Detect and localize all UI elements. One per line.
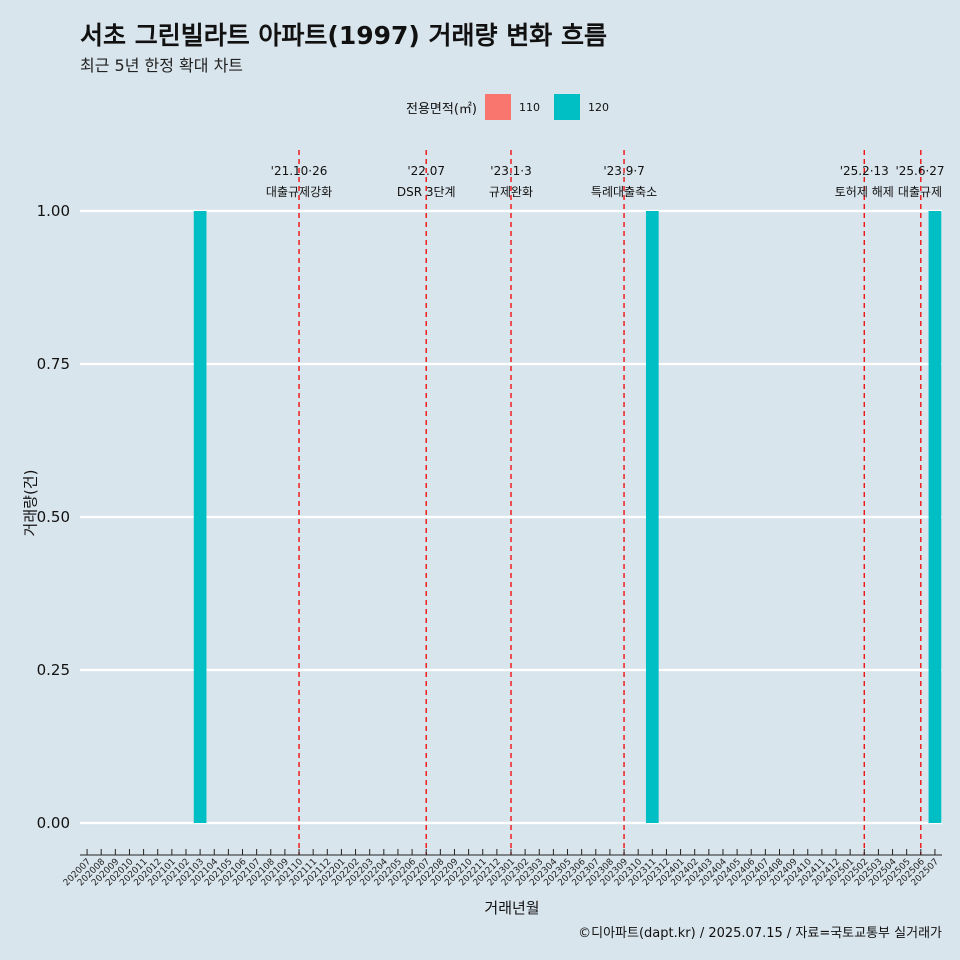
legend: 전용면적(㎡) 110 120 <box>406 93 623 121</box>
annotation-label: 규제완화 <box>489 185 533 199</box>
x-axis: 2020072020082020092020102020112020122021… <box>62 849 942 888</box>
chart-title: 서초 그린빌라트 아파트(1997) 거래량 변화 흐름 <box>80 21 607 50</box>
caption: ©디아파트(dapt.kr) / 2025.07.15 / 자료=국토교통부 실… <box>578 926 942 941</box>
annotation-label: 대출규제강화 <box>266 185 332 199</box>
legend-swatch-110 <box>484 94 511 120</box>
legend-title: 전용면적(㎡) <box>406 101 477 117</box>
annotation-label: 대출규제 <box>898 185 942 199</box>
y-tick-label: 1.00 <box>37 202 70 220</box>
annotation-date: '23.1·3 <box>490 164 531 178</box>
y-tick-label: 0.50 <box>37 508 70 526</box>
y-tick-label: 0.25 <box>37 661 70 679</box>
annotation-date: '25.6·27 <box>895 164 944 178</box>
annotation-lines <box>298 150 922 855</box>
bar-120-202103 <box>193 211 207 823</box>
annotation-labels: '21.10·26 대출규제강화 '22.07 DSR 3단계 '23.1·3 규제완화 '… <box>266 164 945 199</box>
y-tick-label: 0.75 <box>37 355 70 373</box>
annotation-label: DSR 3단계 <box>397 185 456 199</box>
annotation-label: 특례대출축소 <box>591 185 657 199</box>
legend-label-110: 110 <box>518 100 540 114</box>
bars <box>193 211 942 823</box>
y-tick-label: 0.00 <box>37 814 70 832</box>
x-axis-label: 거래년월 <box>484 899 540 917</box>
grid-lines <box>80 209 942 825</box>
legend-label-120: 120 <box>587 100 609 114</box>
annotation-date: '22.07 <box>407 164 445 178</box>
bar-120-202311 <box>645 211 659 823</box>
annotation-date: '21.10·26 <box>271 164 328 178</box>
legend-swatch-120 <box>553 94 580 120</box>
y-tick-labels: 0.00 0.25 0.50 0.75 1.00 <box>37 202 70 832</box>
annotation-label: 토허제 해제 <box>835 185 894 199</box>
chart-subtitle: 최근 5년 한정 확대 차트 <box>80 56 244 75</box>
bar-120-202507 <box>928 211 942 823</box>
annotation-date: '23.9·7 <box>603 164 644 178</box>
y-axis-label: 거래량(건) <box>21 469 40 537</box>
annotation-date: '25.2·13 <box>840 164 889 178</box>
